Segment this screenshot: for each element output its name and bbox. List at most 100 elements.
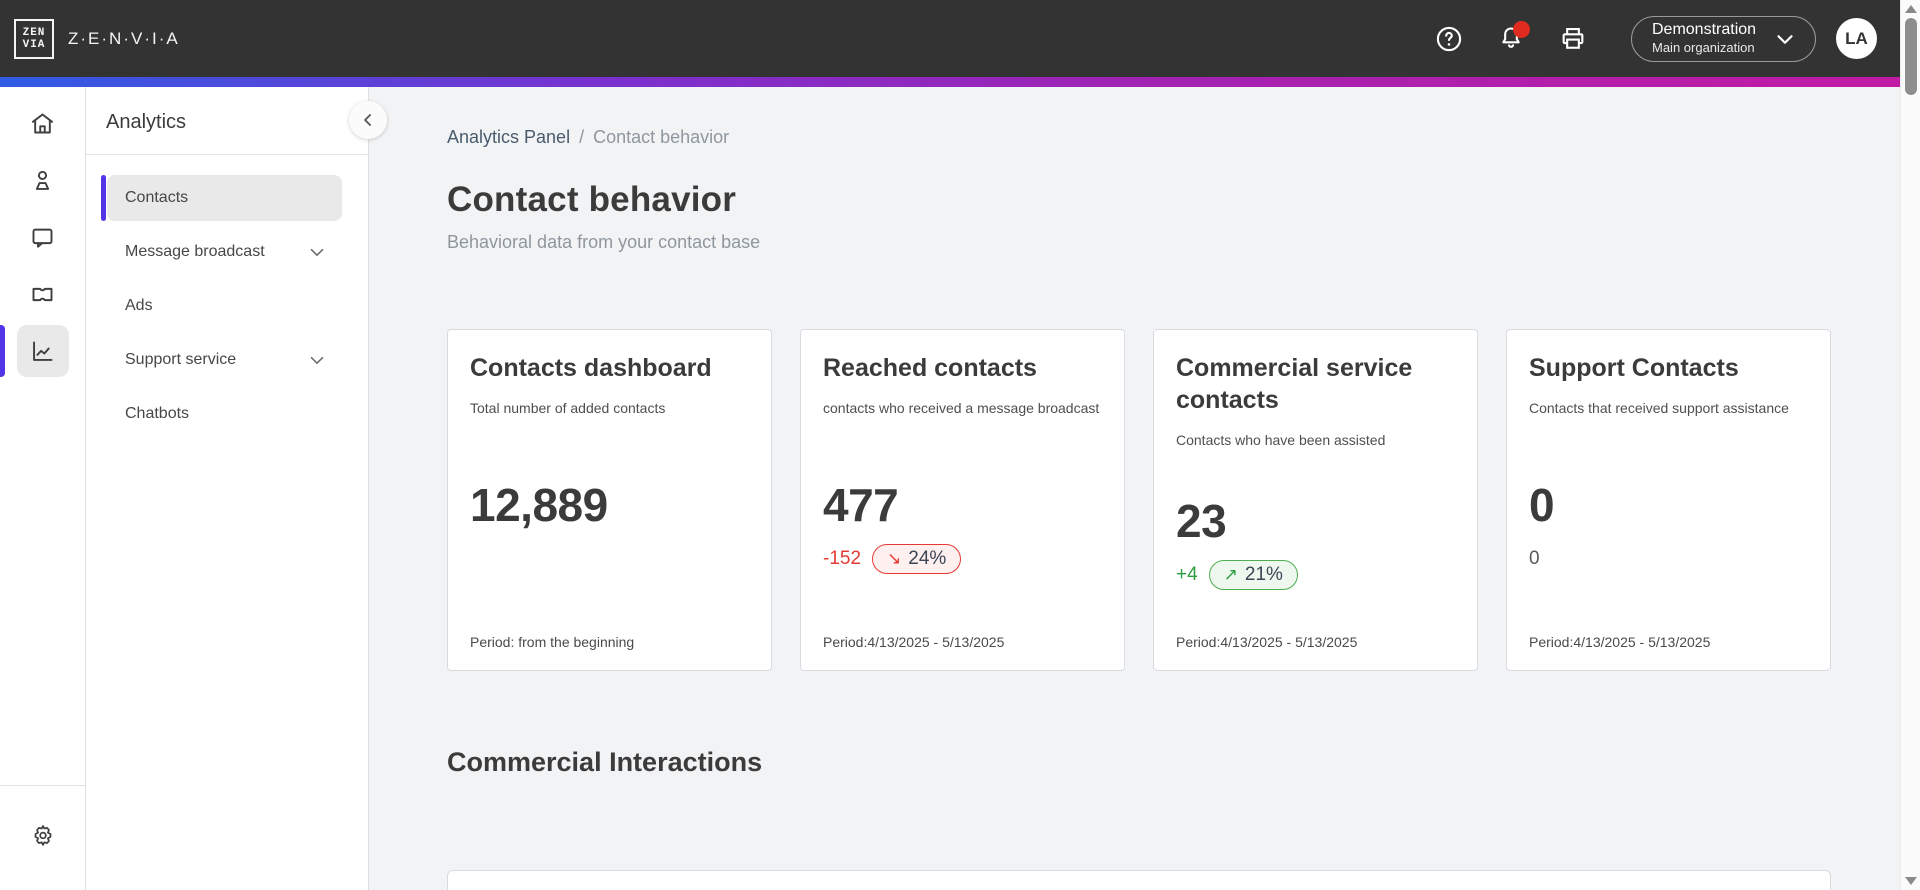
logo-line-1: ZEN <box>22 26 46 39</box>
sidebar-item-support-service[interactable]: Support service <box>107 337 342 383</box>
zenvia-logo-icon: ZEN VIA <box>14 18 54 59</box>
card-delta-row: -152 ↘ 24% <box>823 541 1102 577</box>
brand-home-link[interactable]: ZEN VIA Z·E·N·V·I·A <box>14 18 180 59</box>
card-period: Period: from the beginning <box>470 634 635 650</box>
user-avatar[interactable]: LA <box>1836 18 1877 59</box>
sidebar-item-label: Support service <box>125 351 237 368</box>
sidebar-item-contacts[interactable]: Contacts <box>101 175 342 221</box>
trend-percent: 24% <box>908 547 947 569</box>
card-description: Total number of added contacts <box>470 400 666 416</box>
ticket-icon <box>32 287 53 301</box>
breadcrumb-separator: / <box>579 127 585 147</box>
vertical-scrollbar[interactable] <box>1900 0 1920 890</box>
card-metric: 23 +4 ↗ 21% <box>1176 494 1455 593</box>
brand-wordmark: Z·E·N·V·I·A <box>68 28 180 48</box>
chevron-left-icon <box>364 114 371 126</box>
card-commercial-service-contacts: Commercial service contacts Contacts who… <box>1153 329 1478 671</box>
card-title: Reached contacts <box>823 354 1037 382</box>
sidebar-item-message-broadcast[interactable]: Message broadcast <box>107 229 342 275</box>
card-value: 0 <box>1529 478 1555 531</box>
commercial-interactions-card <box>447 870 1831 890</box>
trend-percent: 21% <box>1244 563 1283 585</box>
nav-tickets-button[interactable] <box>17 268 69 320</box>
card-reached-contacts: Reached contacts contacts who received a… <box>800 329 1125 671</box>
card-period: Period:4/13/2025 - 5/13/2025 <box>823 634 1005 650</box>
icon-rail <box>0 87 86 890</box>
card-delta-row: +4 ↗ 21% <box>1176 557 1455 593</box>
printer-icon <box>1562 27 1584 49</box>
topbar-actions: Demonstration Main organization LA <box>1409 15 1877 62</box>
card-description: contacts who received a message broadcas… <box>823 400 1100 416</box>
breadcrumb: Analytics Panel / Contact behavior <box>447 127 1831 148</box>
nav-conversations-button[interactable] <box>17 211 69 263</box>
scrollbar-thumb[interactable] <box>1905 18 1917 95</box>
card-title: Commercial service contacts <box>1176 354 1413 414</box>
brand-gradient-bar <box>0 77 1900 87</box>
card-contacts-dashboard: Contacts dashboard Total number of added… <box>447 329 772 671</box>
organization-name: Demonstration <box>1652 21 1757 39</box>
chevron-down-icon <box>1777 34 1793 44</box>
logo-line-2: VIA <box>22 38 46 51</box>
scroll-up-arrow[interactable] <box>1904 5 1917 13</box>
nav-contacts-button[interactable] <box>17 154 69 206</box>
trend-badge: ↗ 21% <box>1208 559 1298 590</box>
sidebar-menu: Contacts Message broadcast Ads Support s… <box>86 155 368 437</box>
card-metric: 0 0 <box>1529 478 1808 577</box>
notifications-button[interactable] <box>1489 17 1533 61</box>
card-period: Period:4/13/2025 - 5/13/2025 <box>1529 634 1711 650</box>
sidebar-item-chatbots[interactable]: Chatbots <box>107 391 342 437</box>
page-title: Contact behavior <box>447 180 737 219</box>
main-content: Analytics Panel / Contact behavior Conta… <box>369 87 1900 890</box>
topbar: ZEN VIA Z·E·N·V·I·A <box>0 0 1900 77</box>
card-period: Period:4/13/2025 - 5/13/2025 <box>1176 634 1358 650</box>
card-value: 477 <box>823 478 899 531</box>
help-button[interactable] <box>1427 17 1471 61</box>
card-delta-row: 0 <box>1529 541 1808 577</box>
sidebar-item-label: Contacts <box>125 189 189 206</box>
card-metric: 477 -152 ↘ 24% <box>823 478 1102 577</box>
trend-badge: ↘ 24% <box>872 543 962 574</box>
organization-selector[interactable]: Demonstration Main organization <box>1631 15 1816 62</box>
trend-up-arrow-icon: ↗ <box>1223 564 1238 584</box>
card-delta-row <box>470 541 749 577</box>
card-title: Contacts dashboard <box>470 354 712 382</box>
card-description: Contacts who have been assisted <box>1176 432 1386 448</box>
breadcrumb-current: Contact behavior <box>593 127 730 147</box>
card-title: Support Contacts <box>1529 354 1739 382</box>
rail-footer <box>0 785 85 890</box>
notification-badge <box>1513 20 1530 38</box>
line-chart-icon <box>33 341 53 361</box>
sidebar-item-label: Message broadcast <box>125 243 265 260</box>
nav-home-button[interactable] <box>17 97 69 149</box>
chevron-down-icon <box>310 356 324 365</box>
organization-labels: Demonstration Main organization <box>1652 20 1756 56</box>
home-icon <box>31 113 54 133</box>
nav-analytics-button[interactable] <box>0 325 69 377</box>
section-title-commercial-interactions: Commercial Interactions <box>447 747 763 777</box>
delta-value: -152 <box>823 547 862 569</box>
organization-subtitle: Main organization <box>1652 40 1755 56</box>
print-button[interactable] <box>1551 17 1595 61</box>
sidebar-title: Analytics <box>86 87 368 155</box>
chevron-down-icon <box>310 248 324 257</box>
chat-bubble-icon <box>32 228 53 248</box>
delta-value: 0 <box>1529 547 1540 569</box>
card-value: 12,889 <box>470 478 608 531</box>
person-icon <box>35 170 50 190</box>
sidebar-item-label: Ads <box>125 297 153 314</box>
card-description: Contacts that received support assistanc… <box>1529 400 1789 416</box>
collapse-sidebar-button[interactable] <box>349 101 387 139</box>
analytics-sidebar: Analytics Contacts Message broadcast Ads <box>86 87 387 890</box>
avatar-initials: LA <box>1845 28 1868 48</box>
app-shell: Analytics Contacts Message broadcast Ads <box>0 87 1900 890</box>
card-value: 23 <box>1176 494 1227 547</box>
card-support-contacts: Support Contacts Contacts that received … <box>1506 329 1831 671</box>
metric-cards: Contacts dashboard Total number of added… <box>447 329 1831 671</box>
settings-button[interactable] <box>17 810 69 862</box>
sidebar-item-label: Chatbots <box>125 405 190 422</box>
card-metric: 12,889 <box>470 478 749 577</box>
scroll-down-arrow[interactable] <box>1904 877 1917 885</box>
breadcrumb-analytics-panel[interactable]: Analytics Panel <box>447 127 571 147</box>
page-subtitle: Behavioral data from your contact base <box>447 232 761 252</box>
sidebar-item-ads[interactable]: Ads <box>107 283 342 329</box>
